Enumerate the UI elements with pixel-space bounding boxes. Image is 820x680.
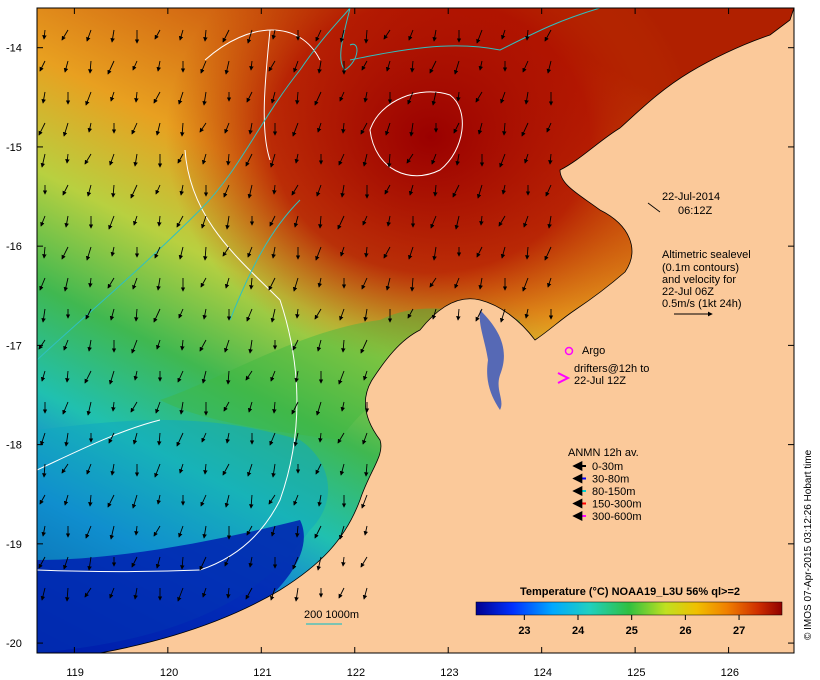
map-date: 22-Jul-2014 xyxy=(662,191,720,203)
bathy-legend: 200 1000m xyxy=(304,609,359,625)
anmn-legend: ANMN 12h av. 0-30m30-80m80-150m150-300m3… xyxy=(568,447,642,523)
altimetry-line: (0.1m contours) xyxy=(662,262,739,274)
anmn-item-label: 30-80m xyxy=(592,474,629,486)
lon-tick-label: 123 xyxy=(440,667,458,679)
anmn-item-label: 300-600m xyxy=(592,511,642,523)
colorbar-tick-label: 26 xyxy=(679,625,691,637)
altimetry-line: Altimetric sealevel xyxy=(662,249,751,261)
lat-tick-label: -20 xyxy=(6,638,22,650)
longitude-axis: 119 120 121 122 123 124 125 126 xyxy=(66,8,739,679)
altimetry-line: 0.5m/s (1kt 24h) xyxy=(662,298,741,310)
velocity-arrows xyxy=(38,29,554,602)
sealevel-contours xyxy=(37,29,463,572)
lat-tick-label: -15 xyxy=(6,142,22,154)
drifters-legend: drifters@12h to 22-Jul 12Z xyxy=(557,363,649,387)
argo-legend: Argo xyxy=(564,345,605,357)
lon-tick-label: 119 xyxy=(66,667,84,679)
lon-tick-label: 122 xyxy=(347,667,365,679)
colorbar-tick-label: 23 xyxy=(518,625,530,637)
latitude-axis: -14 -15 -16 -17 -18 -19 -20 xyxy=(6,43,794,650)
map-time: 06:12Z xyxy=(678,205,713,217)
drifters-line1: drifters@12h to xyxy=(574,363,649,375)
drifter-chevron-icon xyxy=(557,372,571,384)
anmn-item-label: 0-30m xyxy=(592,461,623,473)
land xyxy=(99,8,794,653)
bathymetry-lines xyxy=(37,8,601,361)
drifters-line2: 22-Jul 12Z xyxy=(574,375,626,387)
anmn-title: ANMN 12h av. xyxy=(568,447,639,459)
sst-field xyxy=(37,8,794,653)
lat-tick-label: -16 xyxy=(6,241,22,253)
lon-tick-label: 120 xyxy=(160,667,178,679)
lon-tick-label: 126 xyxy=(721,667,739,679)
lon-tick-label: 125 xyxy=(627,667,645,679)
lat-tick-label: -14 xyxy=(6,43,22,55)
lon-tick-label: 121 xyxy=(253,667,271,679)
altimetry-line: 22-Jul 06Z xyxy=(662,286,714,298)
argo-label: Argo xyxy=(582,345,605,357)
colorbar: Temperature (°C) NOAA19_L3U 56% ql>=2 23… xyxy=(475,586,783,637)
lat-tick-label: -18 xyxy=(6,440,22,452)
colorbar-tick-label: 27 xyxy=(733,625,745,637)
lon-tick-label: 124 xyxy=(534,667,552,679)
colorbar-tick-label: 25 xyxy=(626,625,638,637)
altimetry-legend: Altimetric sealevel (0.1m contours) and … xyxy=(662,249,751,317)
lat-tick-label: -19 xyxy=(6,539,22,551)
colorbar-tick-label: 24 xyxy=(572,625,585,637)
colorbar-ramp xyxy=(475,601,783,616)
altimetry-line: and velocity for xyxy=(662,274,736,286)
anmn-item-label: 150-300m xyxy=(592,499,642,511)
colorbar-title: Temperature (°C) NOAA19_L3U 56% ql>=2 xyxy=(520,586,740,598)
lat-tick-label: -17 xyxy=(6,340,22,352)
bathy-label: 200 1000m xyxy=(304,609,359,621)
credit: © IMOS 07-Apr-2015 03:12:26 Hobart time xyxy=(803,449,814,640)
argo-circle-icon xyxy=(564,346,574,356)
anmn-item-label: 80-150m xyxy=(592,486,635,498)
